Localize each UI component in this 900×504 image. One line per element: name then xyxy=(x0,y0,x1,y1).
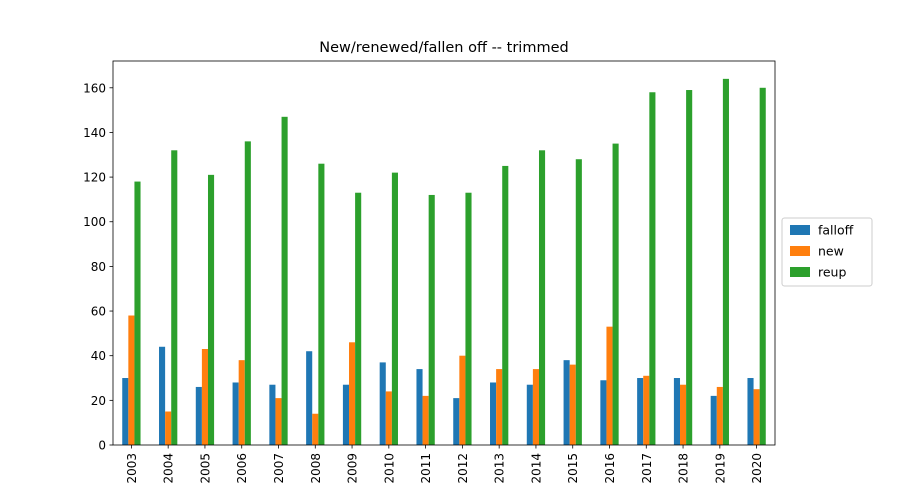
bar-reup-2015 xyxy=(575,159,582,446)
y-tick-label: 140 xyxy=(83,126,106,140)
bar-falloff-2004 xyxy=(159,346,166,445)
y-tick-label: 120 xyxy=(83,171,106,185)
legend-swatch-reup xyxy=(790,267,810,277)
x-tick-label: 2005 xyxy=(198,453,212,484)
y-tick-label: 0 xyxy=(98,439,106,453)
bar-falloff-2010 xyxy=(379,362,386,445)
legend-label-reup: reup xyxy=(818,265,846,280)
bar-reup-2016 xyxy=(612,143,619,445)
bar-reup-2008 xyxy=(318,163,325,445)
bar-new-2005 xyxy=(201,349,208,445)
bars-layer xyxy=(122,78,766,446)
bar-falloff-2015 xyxy=(563,360,570,445)
x-tick-label: 2013 xyxy=(493,453,507,484)
y-tick-label: 60 xyxy=(91,305,106,319)
bar-falloff-2014 xyxy=(526,384,533,445)
bar-reup-2010 xyxy=(391,172,398,445)
x-tick-label: 2020 xyxy=(750,453,764,484)
bar-falloff-2016 xyxy=(600,380,607,445)
legend-swatch-new xyxy=(790,246,810,256)
bar-new-2012 xyxy=(459,355,466,445)
bar-falloff-2020 xyxy=(747,378,754,445)
bar-reup-2011 xyxy=(428,194,435,445)
bar-falloff-2006 xyxy=(232,382,239,445)
bar-reup-2004 xyxy=(171,150,178,446)
bar-falloff-2008 xyxy=(306,351,313,445)
y-tick-label: 20 xyxy=(91,394,106,408)
x-tick-label: 2019 xyxy=(713,453,727,484)
legend-label-new: new xyxy=(818,244,844,259)
bar-reup-2018 xyxy=(686,90,693,446)
plot-frame xyxy=(112,60,776,446)
legend: falloff new reup xyxy=(781,217,873,287)
x-tick-label: 2004 xyxy=(162,453,176,484)
x-tick-label: 2007 xyxy=(272,453,286,484)
bar-new-2013 xyxy=(496,369,503,445)
x-tick-label: 2003 xyxy=(125,453,139,484)
bar-new-2019 xyxy=(716,386,723,445)
y-tick-label: 160 xyxy=(83,81,106,95)
x-tick-label: 2011 xyxy=(419,453,433,484)
bar-falloff-2003 xyxy=(122,378,129,445)
legend-label-falloff: falloff xyxy=(818,223,854,238)
bar-falloff-2009 xyxy=(342,384,350,445)
y-tick-label: 80 xyxy=(91,260,106,274)
bar-falloff-2007 xyxy=(269,384,276,445)
x-tick-label: 2012 xyxy=(456,453,470,484)
bar-new-2008 xyxy=(312,413,319,445)
bar-reup-2017 xyxy=(649,92,656,445)
bar-reup-2020 xyxy=(759,87,766,445)
legend-swatch-falloff xyxy=(790,225,810,235)
bar-new-2020 xyxy=(753,389,760,445)
x-tick-label: 2016 xyxy=(603,453,617,484)
bar-falloff-2018 xyxy=(673,378,681,445)
axes-layer: 0 20 40 60 80 100 120 140 160 2003 2004 2005 2006 200… xyxy=(83,60,776,484)
x-tick-label: 2010 xyxy=(382,453,396,484)
bar-falloff-2017 xyxy=(637,378,644,445)
bar-new-2007 xyxy=(275,398,282,445)
x-tick-label: 2006 xyxy=(235,453,249,484)
y-tick-label: 40 xyxy=(91,349,106,363)
bar-new-2004 xyxy=(165,411,172,445)
bar-new-2003 xyxy=(128,315,135,445)
x-tick-label: 2018 xyxy=(677,453,691,484)
bar-new-2011 xyxy=(422,395,429,445)
bar-falloff-2013 xyxy=(490,382,497,445)
bar-reup-2014 xyxy=(538,150,546,446)
bar-new-2010 xyxy=(385,391,392,445)
bar-reup-2012 xyxy=(465,192,472,445)
chart-title: New/renewed/fallen off -- trimmed xyxy=(319,40,568,56)
bar-reup-2007 xyxy=(281,116,288,445)
x-tick-label: 2017 xyxy=(640,453,654,484)
bar-falloff-2012 xyxy=(453,398,460,445)
bar-reup-2009 xyxy=(355,192,362,445)
bar-new-2006 xyxy=(238,360,245,445)
bar-new-2014 xyxy=(532,369,539,445)
y-tick-label: 100 xyxy=(83,215,106,229)
bar-falloff-2011 xyxy=(416,369,423,445)
bar-new-2016 xyxy=(606,326,613,445)
bar-new-2017 xyxy=(643,375,650,445)
bar-falloff-2005 xyxy=(195,386,202,445)
bar-new-2018 xyxy=(680,384,687,445)
x-tick-label: 2015 xyxy=(566,453,580,484)
bar-reup-2005 xyxy=(207,174,215,446)
bar-reup-2019 xyxy=(722,78,729,446)
x-tick-label: 2008 xyxy=(309,453,323,484)
x-tick-label: 2009 xyxy=(346,453,360,484)
bar-reup-2013 xyxy=(502,165,509,445)
bar-reup-2006 xyxy=(244,141,251,445)
bar-new-2015 xyxy=(569,364,576,445)
bar-new-2009 xyxy=(349,342,356,445)
bar-falloff-2019 xyxy=(710,395,717,445)
x-tick-label: 2014 xyxy=(529,453,543,484)
bar-reup-2003 xyxy=(134,181,141,445)
